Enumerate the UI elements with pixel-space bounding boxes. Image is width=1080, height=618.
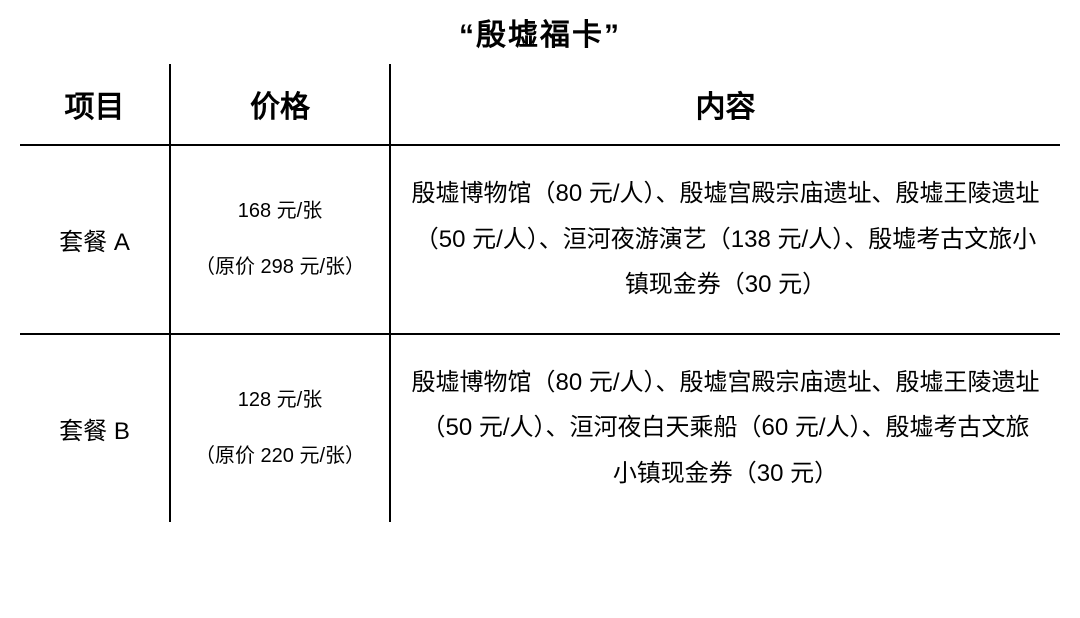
cell-price: 128 元/张 （原价 220 元/张） xyxy=(170,334,390,522)
price-current: 128 元/张 xyxy=(179,372,381,428)
price-current: 168 元/张 xyxy=(179,183,381,239)
table-header-row: 项目 价格 内容 xyxy=(20,64,1060,145)
cell-content: 殷墟博物馆（80 元/人）、殷墟宫殿宗庙遗址、殷墟王陵遗址（50 元/人）、洹河… xyxy=(390,334,1060,522)
cell-price: 168 元/张 （原价 298 元/张） xyxy=(170,145,390,334)
table-row: 套餐 B 128 元/张 （原价 220 元/张） 殷墟博物馆（80 元/人）、… xyxy=(20,334,1060,522)
col-header-price: 价格 xyxy=(170,64,390,145)
price-original: （原价 298 元/张） xyxy=(179,239,381,295)
table-row: 套餐 A 168 元/张 （原价 298 元/张） 殷墟博物馆（80 元/人）、… xyxy=(20,145,1060,334)
cell-content: 殷墟博物馆（80 元/人）、殷墟宫殿宗庙遗址、殷墟王陵遗址（50 元/人）、洹河… xyxy=(390,145,1060,334)
price-original: （原价 220 元/张） xyxy=(179,428,381,484)
cell-item: 套餐 A xyxy=(20,145,170,334)
col-header-item: 项目 xyxy=(20,64,170,145)
col-header-content: 内容 xyxy=(390,64,1060,145)
cell-item: 套餐 B xyxy=(20,334,170,522)
pricing-table: 项目 价格 内容 套餐 A 168 元/张 （原价 298 元/张） 殷墟博物馆… xyxy=(20,64,1060,522)
page-title: “殷墟福卡” xyxy=(20,10,1060,54)
